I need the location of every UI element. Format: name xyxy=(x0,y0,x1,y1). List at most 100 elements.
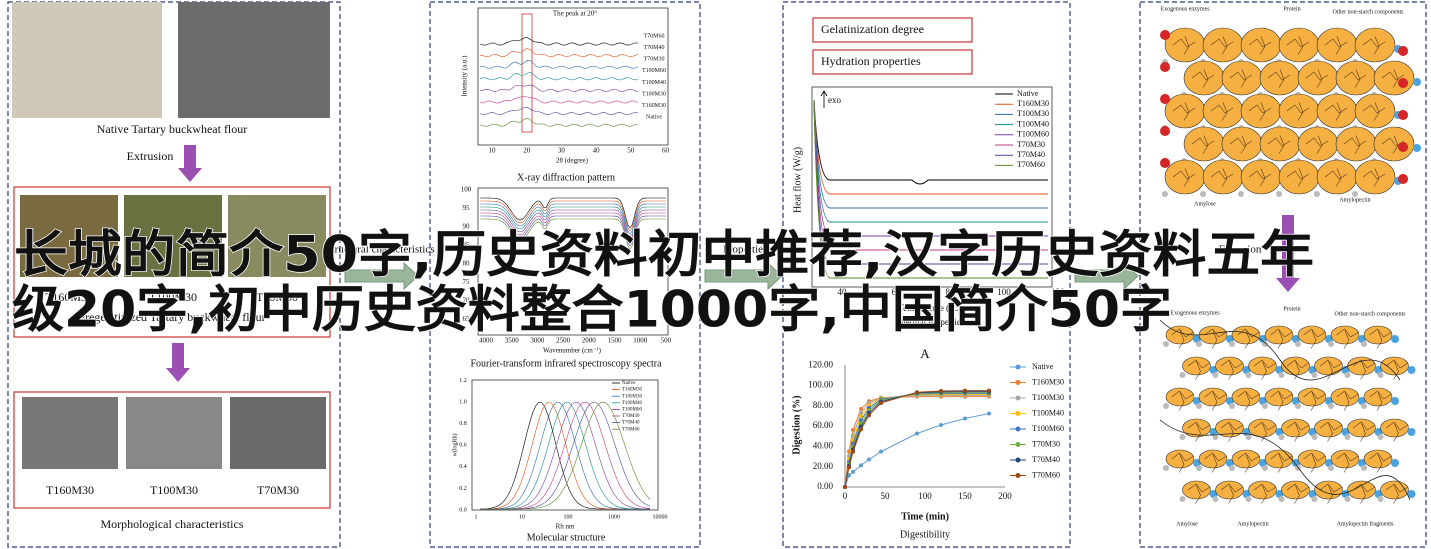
label: T100M40 xyxy=(1017,119,1049,128)
arrow xyxy=(1276,215,1300,292)
label: T160M30 xyxy=(45,290,93,304)
label: Morphological characteristics xyxy=(101,517,244,531)
starch-granule xyxy=(1198,387,1228,407)
dsc-curve xyxy=(813,99,1048,185)
label: Protein xyxy=(1283,306,1300,312)
label: exo xyxy=(828,95,841,105)
label: T160M30 xyxy=(1032,377,1064,386)
amylopectin xyxy=(1172,36,1196,55)
amylopectin xyxy=(1248,36,1272,55)
label: X-ray diffraction pattern xyxy=(517,172,615,183)
label: 0.2 xyxy=(459,486,467,492)
box xyxy=(812,49,973,75)
amylose-chains xyxy=(1159,319,1411,501)
starch-granule xyxy=(1380,356,1409,376)
label: T70M30 xyxy=(1017,140,1045,149)
protein xyxy=(1407,366,1416,374)
starch-granule xyxy=(1240,159,1282,195)
ftir-curve xyxy=(479,209,666,241)
component xyxy=(1311,496,1318,502)
label: T70M60 xyxy=(1032,470,1060,479)
component xyxy=(1200,191,1206,197)
starch-granule xyxy=(1231,449,1261,469)
label: 3500 xyxy=(505,337,520,345)
label: Structural characteristics xyxy=(325,244,434,256)
starch-granule xyxy=(1202,27,1244,63)
starch-granule xyxy=(1221,126,1263,162)
legend-marker xyxy=(1015,426,1021,432)
amylopectin xyxy=(1253,483,1277,504)
highlight xyxy=(521,13,533,133)
component xyxy=(1311,372,1318,378)
label: 90 xyxy=(463,223,471,231)
xrd-curve xyxy=(479,48,639,58)
component xyxy=(1328,465,1334,471)
amylopectin xyxy=(1305,69,1329,88)
starch-granule xyxy=(1215,418,1244,438)
label: A xyxy=(920,346,930,361)
starch-granule xyxy=(1297,449,1327,469)
label: 40 xyxy=(838,287,848,297)
digest-curve xyxy=(844,392,990,488)
starch-granule xyxy=(1164,159,1206,195)
enzyme xyxy=(1160,126,1171,136)
amylopectin xyxy=(1171,452,1194,473)
starch-granule xyxy=(1373,60,1415,96)
starch-granule xyxy=(1278,27,1320,63)
amylopectin xyxy=(1286,359,1310,380)
box xyxy=(812,17,973,43)
component xyxy=(1361,341,1367,347)
group-box xyxy=(13,391,331,509)
photo xyxy=(12,2,162,118)
label: T100M30 xyxy=(1017,109,1049,118)
amylopectin xyxy=(1319,421,1343,442)
label: 0.8 xyxy=(459,421,467,427)
starch-granule xyxy=(1297,60,1339,96)
starch-granule xyxy=(1335,60,1377,96)
component xyxy=(1377,372,1384,378)
component xyxy=(1212,434,1219,440)
label: Temperature (°C) xyxy=(898,303,961,313)
component xyxy=(1229,341,1235,347)
component xyxy=(1276,191,1282,197)
starch-granule xyxy=(1363,325,1393,345)
amylopectin xyxy=(1187,421,1211,442)
amylopectin xyxy=(1270,328,1293,349)
label: Wavenumber (cm⁻¹) xyxy=(543,347,602,355)
starch-granule xyxy=(1373,126,1415,162)
starch-granule xyxy=(1215,356,1244,376)
starch-granule xyxy=(1182,356,1211,376)
amylopectin xyxy=(1191,135,1215,154)
label: Digestibility xyxy=(900,529,950,540)
label: 75 xyxy=(463,278,471,286)
starch-granule xyxy=(1198,449,1228,469)
starch-granule xyxy=(1330,449,1360,469)
component xyxy=(1344,434,1351,440)
starch-granule xyxy=(1314,418,1343,438)
component xyxy=(1196,341,1202,347)
amylopectin xyxy=(1385,359,1409,380)
amylopectin xyxy=(1210,168,1234,187)
starch-granule xyxy=(1316,159,1358,195)
starch-granule xyxy=(1330,325,1360,345)
arrow xyxy=(344,261,419,291)
chart-frame xyxy=(471,379,659,511)
label: 30 xyxy=(558,147,566,155)
label: 80 xyxy=(463,260,471,268)
label: 2θ (degree) xyxy=(556,157,589,165)
photo xyxy=(178,2,330,118)
starch-granule xyxy=(1240,93,1282,129)
xrd-curve xyxy=(479,96,639,104)
amylopectin xyxy=(1253,359,1277,380)
component xyxy=(1163,341,1169,347)
legend-marker xyxy=(1015,411,1021,416)
xrd-curve xyxy=(479,107,639,116)
label: 2500 xyxy=(556,337,571,345)
amylopectin xyxy=(1352,359,1376,380)
label: 3000 xyxy=(530,337,545,345)
legend-marker xyxy=(1015,457,1021,463)
label: Extrusion xyxy=(1219,244,1262,256)
starch-granule xyxy=(1165,387,1195,407)
label: T100M30 xyxy=(1032,393,1064,402)
amylopectin xyxy=(1267,69,1291,88)
